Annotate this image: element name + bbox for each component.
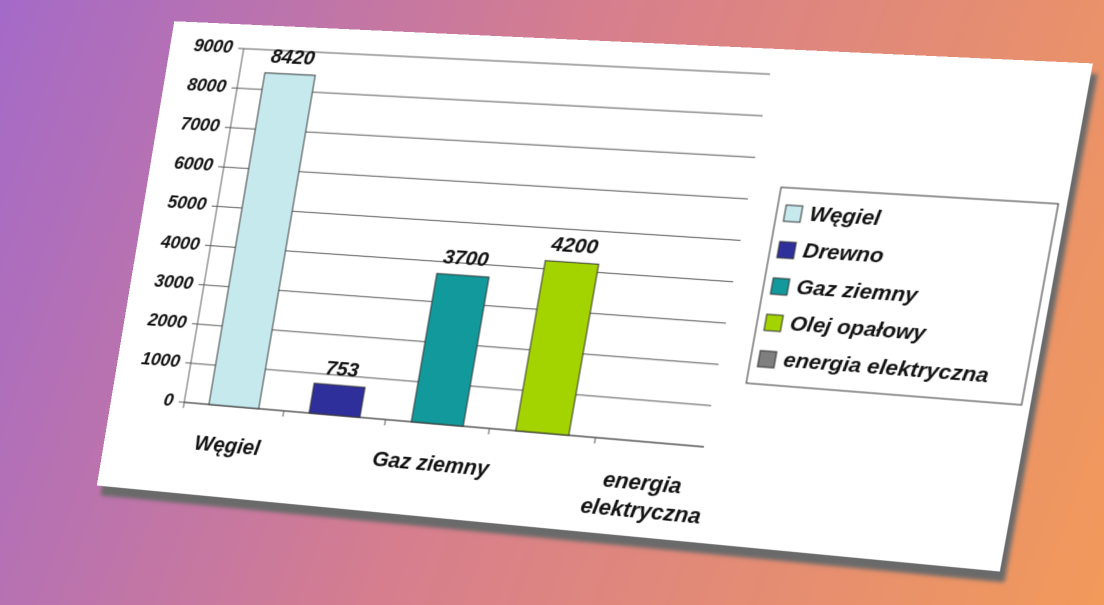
x-tick (488, 428, 489, 434)
grid-line (230, 128, 755, 158)
y-tick-label: 3000 (153, 270, 196, 293)
grid-line (217, 206, 740, 240)
legend-swatch (783, 205, 802, 222)
y-tick-label: 5000 (166, 191, 209, 214)
x-tick (594, 438, 595, 444)
bar (309, 383, 365, 417)
x-tick (283, 411, 284, 417)
x-tick-label: Węgiel (193, 431, 263, 460)
legend-label: Drewno (801, 238, 886, 267)
data-label: 3700 (441, 246, 491, 272)
legend-swatch (764, 314, 783, 331)
data-label: 8420 (269, 45, 317, 70)
legend-label: Węgiel (808, 202, 884, 230)
data-label: 4200 (549, 232, 601, 259)
y-tick-label: 9000 (192, 34, 235, 57)
y-tick-label: 4000 (159, 230, 203, 253)
bar (516, 261, 599, 436)
bar (209, 73, 315, 409)
y-tick-label: 1000 (140, 347, 182, 371)
legend-box (746, 187, 1058, 405)
x-tick-label: Gaz ziemny (371, 446, 492, 480)
grid-line (224, 167, 748, 199)
y-tick-label: 6000 (173, 152, 216, 175)
legend-swatch (770, 278, 789, 295)
y-tick-label: 8000 (186, 74, 229, 97)
y-tick-label: 0 (162, 389, 176, 410)
legend-swatch (777, 241, 796, 258)
data-label: 753 (324, 356, 362, 381)
y-tick-label: 7000 (179, 113, 222, 136)
x-tick-label: energia elektryczna (573, 465, 708, 529)
y-tick-label: 2000 (146, 308, 189, 332)
grid-line (237, 88, 763, 116)
chart-card: 0 1000 2000 3000 4000 5000 6000 7000 8000 9000 Węg… (96, 21, 1093, 572)
grid-line (244, 49, 770, 75)
legend-swatch (757, 351, 776, 368)
chart: 0 1000 2000 3000 4000 5000 6000 7000 8000 9000 Węg… (140, 34, 1093, 529)
x-tick (385, 420, 386, 426)
bar (411, 274, 489, 427)
x-tick (183, 402, 184, 408)
